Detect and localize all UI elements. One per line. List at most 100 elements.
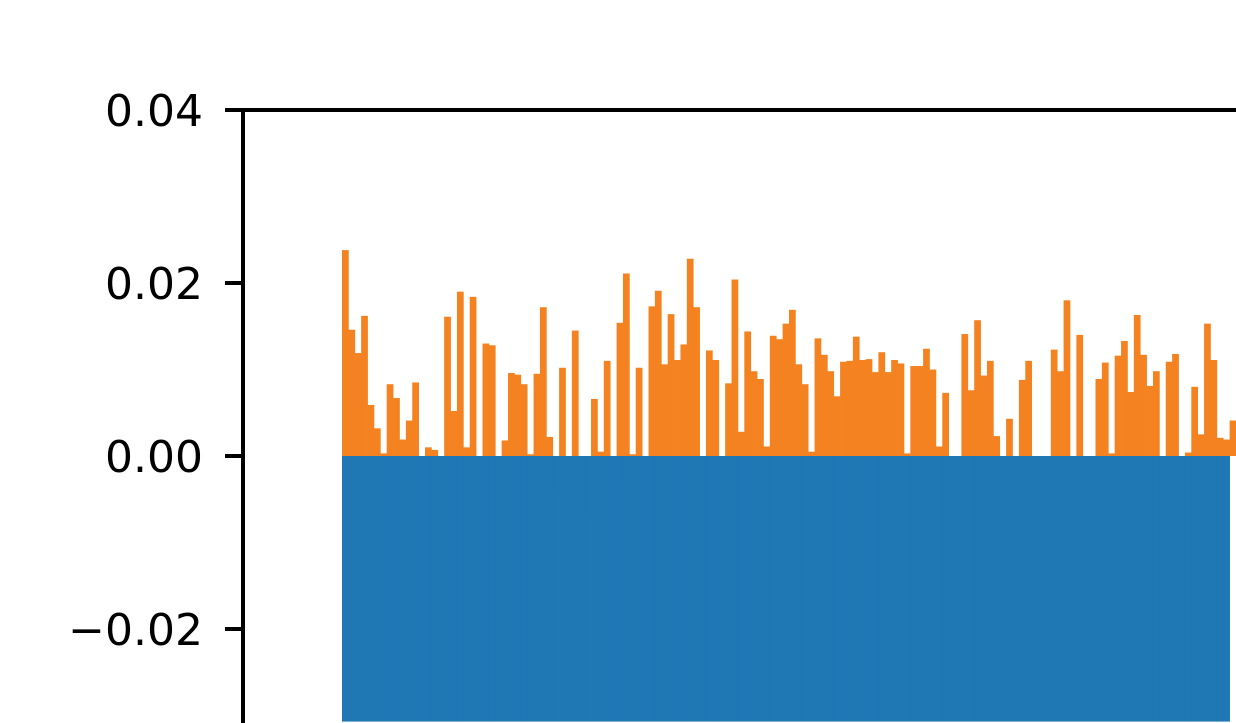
bar-series1-15 (431, 449, 439, 456)
bar-series1-80 (846, 360, 854, 456)
bar-series2-134 (1191, 456, 1199, 722)
bar-series2-112 (1050, 456, 1058, 722)
bar-series2-47 (635, 456, 643, 722)
bar-series2-51 (661, 456, 669, 722)
bar-series1-137 (1210, 359, 1218, 456)
bar-series1-31 (533, 373, 541, 456)
bar-series1-81 (852, 336, 860, 456)
bar-series2-82 (859, 456, 866, 722)
bar-series1-59 (712, 359, 720, 456)
bar-series2-70 (782, 456, 790, 722)
bar-series2-102 (986, 456, 994, 722)
bar-series2-64 (744, 456, 752, 722)
bar-series1-69 (776, 339, 783, 456)
bar-series1-78 (833, 396, 841, 456)
bar-series2-131 (1172, 456, 1179, 722)
bar-series1-84 (872, 372, 879, 456)
bar-series2-44 (616, 456, 624, 722)
bar-series2-60 (718, 456, 726, 722)
bar-series2-113 (1057, 456, 1064, 722)
bar-series1-140 (1229, 420, 1236, 456)
bar-series1-10 (399, 439, 407, 456)
bar-series2-9 (393, 456, 400, 722)
bar-series1-131 (1172, 353, 1179, 456)
bar-series1-75 (814, 338, 822, 456)
bar-series2-14 (425, 456, 432, 722)
bar-series2-109 (1031, 456, 1039, 722)
bar-series1-19 (456, 291, 464, 456)
bar-series1-29 (520, 384, 528, 456)
bar-series2-100 (974, 456, 981, 722)
bar-series1-88 (897, 363, 905, 456)
bar-series1-138 (1216, 437, 1224, 456)
bar-series2-96 (948, 456, 956, 722)
bar-series1-126 (1140, 354, 1147, 456)
bar-series1-7 (380, 453, 388, 456)
bar-series2-57 (699, 456, 707, 722)
bar-series2-72 (795, 456, 803, 722)
bar-series1-45 (622, 273, 630, 456)
y-tick-label: 0.04 (105, 86, 203, 137)
bar-series1-127 (1146, 385, 1154, 456)
bar-series1-98 (961, 334, 969, 456)
bar-series2-77 (827, 456, 835, 722)
bar-series2-17 (444, 456, 451, 722)
bar-series1-133 (1184, 452, 1192, 456)
bar-series2-103 (993, 456, 1001, 722)
bar-series1-46 (629, 454, 637, 456)
bar-series1-100 (974, 320, 981, 456)
bar-series1-107 (1018, 379, 1026, 456)
bar-series2-128 (1152, 456, 1160, 722)
bar-series2-48 (642, 456, 649, 722)
bar-series1-89 (903, 453, 911, 456)
bar-series1-61 (725, 383, 732, 456)
bar-series2-8 (386, 456, 394, 722)
bar-series1-130 (1165, 361, 1173, 456)
bar-series2-99 (967, 456, 975, 722)
bar-series1-74 (808, 451, 815, 456)
bar-series2-86 (884, 456, 892, 722)
bar-series1-3 (354, 353, 362, 456)
bar-series2-123 (1121, 456, 1128, 722)
bar-series2-88 (897, 456, 905, 722)
bar-series1-136 (1204, 323, 1211, 456)
bar-series2-124 (1127, 456, 1135, 722)
bar-series1-134 (1191, 386, 1199, 456)
bar-series1-32 (539, 307, 547, 456)
bar-series2-84 (872, 456, 879, 722)
bar-series2-80 (846, 456, 854, 722)
bar-series2-137 (1210, 456, 1218, 722)
bar-series2-38 (578, 456, 586, 722)
bar-series2-59 (712, 456, 720, 722)
bar-series2-78 (833, 456, 841, 722)
bar-series1-33 (546, 436, 554, 456)
bar-series2-81 (852, 456, 860, 722)
bar-series2-18 (450, 456, 458, 722)
bar-series2-54 (680, 456, 688, 722)
bar-series1-82 (859, 359, 866, 456)
bar-series2-65 (750, 456, 758, 722)
y-tick-label: 0.02 (105, 259, 203, 310)
bar-series2-19 (456, 456, 464, 722)
bar-series2-126 (1140, 456, 1147, 722)
bar-series2-22 (476, 456, 483, 722)
bar-series2-11 (405, 456, 413, 722)
bar-series2-121 (1108, 456, 1116, 722)
bar-series2-116 (1076, 456, 1084, 722)
bar-series2-25 (495, 456, 502, 722)
bars-layer (342, 250, 1236, 722)
bar-series1-94 (935, 446, 943, 456)
bar-series2-53 (674, 456, 681, 722)
bar-series1-67 (763, 446, 771, 456)
bar-series2-24 (488, 456, 496, 722)
bar-series2-104 (999, 456, 1007, 722)
bar-series2-93 (929, 456, 937, 722)
bar-series1-121 (1108, 453, 1116, 456)
bar-series1-2 (348, 329, 356, 456)
bar-series2-63 (737, 456, 745, 722)
bar-series2-83 (865, 456, 873, 722)
bar-series2-107 (1018, 456, 1026, 722)
bar-series1-44 (616, 322, 624, 456)
bar-series1-125 (1133, 315, 1141, 456)
bar-series2-95 (942, 456, 949, 722)
